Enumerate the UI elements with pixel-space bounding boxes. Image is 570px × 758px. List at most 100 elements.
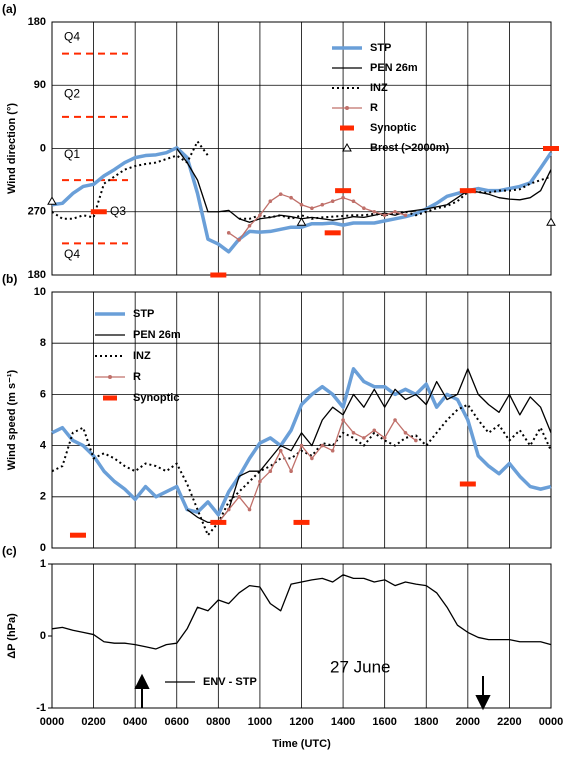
- y-tick-label: 1: [40, 558, 46, 570]
- synoptic-mark: [69, 532, 86, 538]
- x-tick-label: 2200: [497, 716, 521, 728]
- series-line: [217, 419, 417, 523]
- point: [320, 443, 325, 448]
- x-tick-label: 2000: [456, 716, 480, 728]
- point: [362, 206, 366, 211]
- y-axis-label: ΔP (hPa): [6, 613, 18, 659]
- point: [393, 418, 397, 422]
- x-tick-label: 0800: [206, 716, 230, 728]
- point: [289, 469, 293, 474]
- legend-label: Synoptic: [370, 122, 416, 134]
- point: [310, 206, 314, 211]
- legend-label: STP: [133, 308, 154, 320]
- series-line: [176, 148, 552, 223]
- synoptic-mark: [335, 188, 352, 194]
- quadrant-label: Q4: [64, 30, 80, 44]
- legend-swatch: [342, 142, 352, 152]
- legend-label: STP: [370, 42, 391, 54]
- point: [341, 418, 345, 422]
- point: [278, 192, 283, 196]
- point: [299, 443, 304, 448]
- point: [226, 507, 231, 512]
- point: [382, 436, 387, 440]
- point: [226, 231, 231, 235]
- x-tick-label: 1200: [289, 716, 313, 728]
- x-tick-label: 1800: [414, 716, 438, 728]
- y-tick-label: 6: [40, 388, 46, 400]
- point: [247, 507, 252, 512]
- synoptic-mark: [459, 481, 476, 487]
- synoptic-mark: [543, 146, 559, 151]
- series-line: [239, 175, 552, 220]
- series-line: [51, 403, 552, 537]
- x-tick-label: 1400: [331, 716, 355, 728]
- quadrant-label: Q3: [110, 204, 126, 218]
- y-axis-label: Wind speed (m s⁻¹): [6, 369, 18, 470]
- series-line: [51, 574, 552, 650]
- point: [330, 199, 335, 204]
- y-axis-label: Wind direction (°): [6, 103, 18, 194]
- point: [351, 431, 356, 435]
- synoptic-mark: [459, 188, 476, 194]
- point: [351, 199, 356, 204]
- quadrant-label: Q1: [64, 147, 80, 161]
- legend-label: ENV - STP: [203, 676, 257, 688]
- x-tick-label: 0000: [40, 716, 64, 728]
- point: [372, 209, 377, 214]
- point: [414, 438, 418, 443]
- legend-swatch: [103, 395, 117, 401]
- synoptic-mark: [210, 519, 227, 525]
- y-tick-label: 10: [34, 286, 46, 298]
- point: [403, 431, 408, 435]
- point: [362, 436, 366, 440]
- panel-label: (a): [2, 2, 17, 16]
- point: [372, 428, 377, 433]
- x-tick-label: 1000: [248, 716, 272, 728]
- point: [393, 209, 397, 214]
- triangle-mark: [47, 196, 57, 205]
- synoptic-mark: [293, 519, 310, 525]
- synoptic-mark: [210, 272, 227, 278]
- up-arrow-head: [134, 673, 150, 689]
- point: [237, 495, 241, 499]
- x-tick-label: 0000: [539, 716, 563, 728]
- y-tick-label: 0: [40, 142, 46, 154]
- x-tick-label: 0600: [165, 716, 189, 728]
- point: [382, 213, 387, 218]
- y-tick-label: 8: [40, 337, 46, 349]
- arrows: [134, 673, 491, 711]
- triangle-mark: [296, 217, 307, 226]
- synoptic-mark: [90, 209, 107, 215]
- quadrant-label: Q4: [64, 247, 80, 261]
- y-tick-label: 90: [34, 79, 46, 91]
- legend-label: Synoptic: [133, 392, 179, 404]
- y-tick-label: 4: [40, 440, 47, 452]
- legend-swatch: [340, 125, 354, 131]
- x-tick-label: 0400: [123, 716, 147, 728]
- series-line: [51, 367, 552, 517]
- legend-label: INZ: [370, 82, 388, 94]
- synoptic-mark: [324, 230, 341, 236]
- legend-label: R: [133, 371, 141, 383]
- point: [268, 469, 273, 474]
- y-tick-label: -1: [36, 702, 46, 714]
- y-tick-label: 2: [40, 491, 46, 503]
- point: [247, 224, 252, 228]
- point: [310, 456, 314, 461]
- series-line: [51, 140, 209, 220]
- legend-label: PEN 26m: [370, 62, 418, 74]
- down-arrow-head: [475, 695, 491, 711]
- point: [237, 238, 241, 242]
- point: [278, 448, 283, 453]
- x-tick-label: 0200: [81, 716, 105, 728]
- legend-label: R: [370, 102, 378, 114]
- point: [341, 195, 345, 200]
- point: [258, 479, 262, 484]
- plot-frame: [51, 563, 552, 709]
- legend-swatch: [345, 106, 349, 110]
- point: [268, 199, 273, 204]
- legend-label: PEN 26m: [133, 329, 181, 341]
- point: [299, 202, 304, 207]
- triangle-mark: [546, 217, 556, 226]
